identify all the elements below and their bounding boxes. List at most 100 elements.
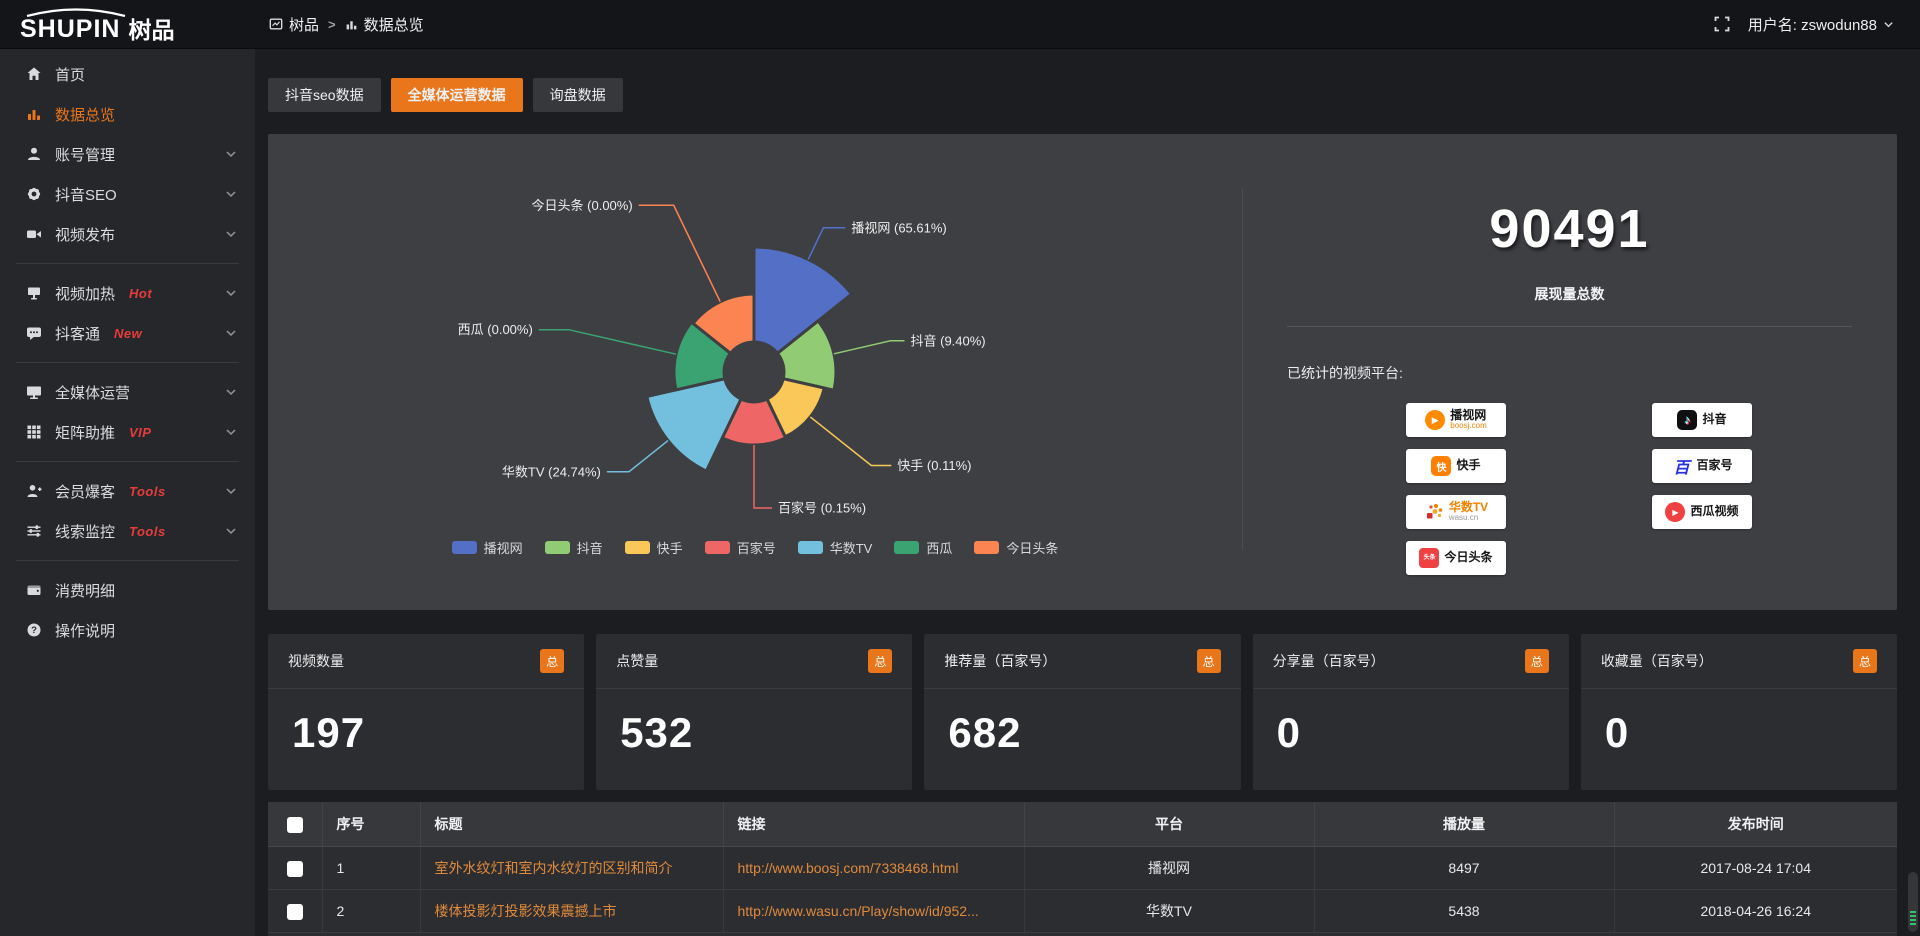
sidebar-item-monitor[interactable]: 全媒体运营 [0,372,255,412]
sidebar-item-wallet[interactable]: 消费明细 [0,570,255,610]
legend-item-3[interactable]: 百家号 [704,538,776,557]
sidebar-item-home[interactable]: 首页 [0,54,255,94]
legend-label: 华数TV [829,541,873,556]
stat-card-value: 0 [1604,709,1630,756]
select-all-checkbox[interactable] [286,816,303,833]
breadcrumb-root[interactable]: 树品 [269,14,319,35]
sidebar-item-label: 首页 [55,66,86,84]
legend-item-0[interactable]: 播视网 [451,538,523,557]
sidebar-item-grid[interactable]: 矩阵助推 VIP [0,412,255,452]
stat-card-value: 0 [1276,709,1301,756]
pie-slice-4[interactable] [645,376,744,474]
sidebar-item-sliders[interactable]: 线索监控 Tools [0,511,255,551]
logo-arc [26,7,126,17]
overview-divider [1287,326,1852,327]
platform-badge-toutiao: 头条 今日头条 [1406,541,1506,575]
platform-badge-text: 快手 [1456,459,1480,472]
chevron-down-icon [1884,21,1893,27]
chevron-down-icon [225,386,237,398]
row-title-link[interactable]: 室外水纹灯和室内水纹灯的区别和简介 [420,846,724,890]
sidebar: 首页数据总览 账号管理 抖音SEO 视频发布视频加热 Hot 抖客通 New 全媒体运营矩阵助… [0,48,255,936]
row-platform: 华数TV [1024,889,1315,933]
chart-icon [26,106,42,122]
sidebar-item-badge: VIP [129,424,152,440]
legend-item-2[interactable]: 快手 [624,538,683,557]
video-table: 序号 标题 链接 平台 播放量 发布时间 1 室外水纹灯和室内水纹灯的区别和简介 http:/… [268,802,1897,936]
monitor-icon [26,384,42,400]
sidebar-item-chat[interactable]: 抖客通 New [0,313,255,353]
pie-slice-1[interactable] [775,318,838,392]
legend-item-6[interactable]: 今日头条 [974,538,1058,557]
platform-badge-text: 播视网 boosj.com [1450,408,1486,431]
user-menu[interactable]: 用户名: zswodun88 [1748,14,1894,35]
pie-slice-3[interactable] [720,396,788,447]
floating-widget[interactable] [1908,872,1918,932]
sidebar-item-member[interactable]: 会员爆客 Tools [0,471,255,511]
stat-card-label: 收藏量（百家号） [1600,653,1713,669]
sidebar-item-label: 全媒体运营 [55,384,131,402]
member-icon [26,483,42,499]
stats-row: 视频数量总 197 点赞量总 532 推荐量（百家号）总 682 分享量（百家号）总 0 收藏量… [268,634,1898,790]
legend-item-4[interactable]: 华数TV [797,538,873,557]
sidebar-item-video[interactable]: 视频发布 [0,214,255,254]
sidebar-item-question[interactable]: ? 操作说明 [0,610,255,650]
row-time: 2018-04-26 16:24 [1614,889,1897,933]
stat-card-value: 682 [948,709,1022,756]
wallet-icon [26,582,42,598]
pie-label-line-5 [538,328,677,355]
boosj-logo-icon: ▶ [1425,410,1446,430]
platform-badge-text: 西瓜视频 [1690,505,1738,518]
tab-2[interactable]: 询盘数据 [532,78,623,112]
total-badge: 总 [540,649,565,673]
pie-label-line-6 [638,204,721,303]
table-row: 1 室外水纹灯和室内水纹灯的区别和简介 http://www.boosj.com/7… [268,846,1897,890]
total-badge: 总 [1524,649,1549,673]
legend-label: 抖音 [576,541,603,556]
legend-item-1[interactable]: 抖音 [544,538,603,557]
app-icon [269,18,283,30]
pie-slice-6[interactable] [690,292,756,356]
kuaishou-logo-icon: 快 [1431,456,1452,476]
stat-card-3: 分享量（百家号） 总 0 [1252,634,1569,790]
row-url-link[interactable]: http://www.boosj.com/7338468.html [723,846,1025,890]
fullscreen-icon[interactable] [1714,16,1730,32]
sidebar-item-heat[interactable]: 视频加热 Hot [0,273,255,313]
legend-swatch [704,541,730,554]
sidebar-item-label: 线索监控 [55,523,116,541]
pie-label-line-3 [753,445,772,509]
legend-swatch [544,541,570,554]
sidebar-item-chart[interactable]: 数据总览 [0,94,255,134]
grid-icon [26,424,42,440]
pie-slice-5[interactable] [672,319,733,392]
pie-slice-2[interactable] [765,376,826,439]
legend-label: 播视网 [483,541,523,556]
legend-swatch [797,541,823,554]
question-icon: ? [26,622,42,638]
row-checkbox[interactable] [286,903,303,920]
tab-0[interactable]: 抖音seo数据 [268,78,381,112]
legend-swatch [974,541,1000,554]
logo-text-cn: 树品 [128,16,175,43]
stat-card-header: 推荐量（百家号） 总 [924,634,1241,689]
table-header-0: 序号 [322,802,421,847]
row-title-link[interactable]: 楼体投影灯投影效果震撼上市 [420,889,724,933]
pie-label-5: 西瓜 (0.00%) [458,322,533,337]
overview-panel: 播视网 (65.61%) 抖音 (9.40%) 快手 (0.11%) 百家号 (0.1… [268,134,1897,610]
sidebar-item-user[interactable]: 账号管理 [0,134,255,174]
platform-sub: wasu.cn [1448,513,1479,523]
sidebar-item-gear[interactable]: 抖音SEO [0,174,255,214]
row-checkbox[interactable] [286,860,303,877]
legend-swatch [894,541,920,554]
tab-1[interactable]: 全媒体运营数据 [390,78,523,112]
sidebar-item-label: 矩阵助推 [55,424,116,442]
chevron-down-icon [225,228,237,240]
platform-badge-douyin: ♪ 抖音 [1652,403,1752,437]
sidebar-divider [16,461,239,462]
chevron-down-icon [225,525,237,537]
row-url-link[interactable]: http://www.wasu.cn/Play/show/id/952... [723,889,1025,933]
pie-slice-0[interactable] [752,245,854,356]
legend-item-5[interactable]: 西瓜 [894,538,952,557]
platforms-label: 已统计的视频平台: [1287,365,1403,381]
impressions-total-label: 展现量总数 [1534,286,1605,302]
chevron-down-icon [225,148,237,160]
